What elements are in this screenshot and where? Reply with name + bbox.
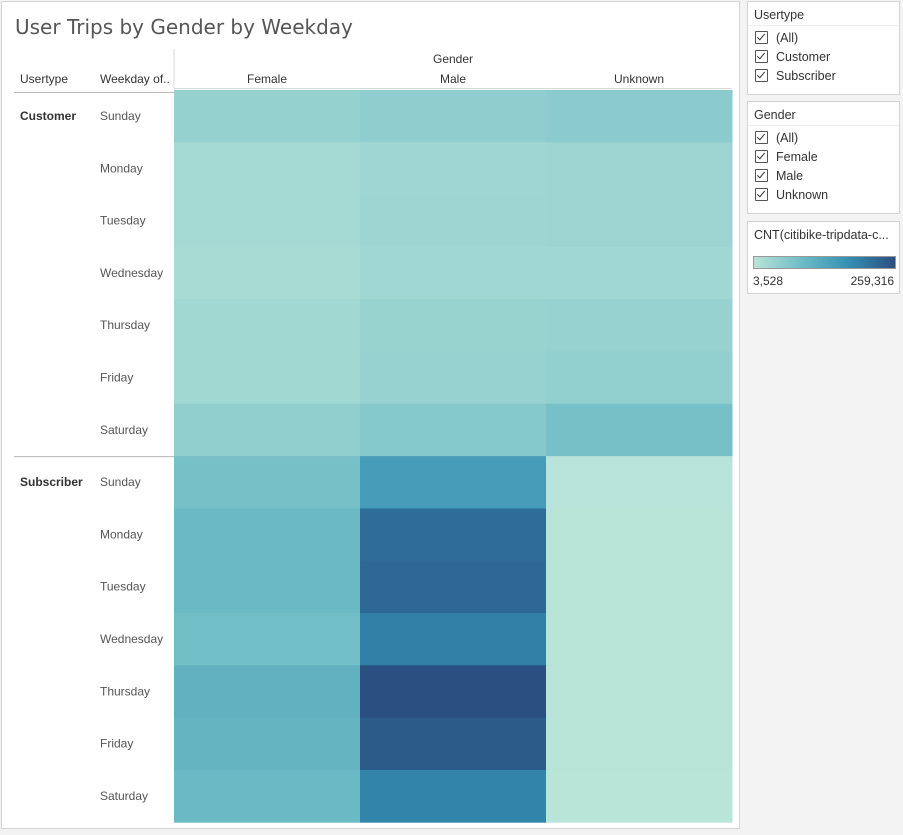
- heatmap-chart: Gender Female Male Unknown Usertype Weekday o…: [14, 49, 733, 823]
- heatmap-cell: [174, 613, 361, 666]
- weekday-label: Saturday: [100, 423, 148, 437]
- heatmap-cell: [546, 90, 733, 143]
- weekday-label: Saturday: [100, 789, 148, 803]
- heatmap-cell: [546, 613, 733, 666]
- column-label-unknown: Unknown: [614, 72, 664, 86]
- legend-max-label: 259,316: [850, 274, 894, 288]
- heatmap-cell: [174, 717, 361, 771]
- heatmap-cell: [360, 299, 547, 352]
- heatmap-cell: [360, 456, 547, 509]
- heatmap-cell: [546, 194, 733, 248]
- heatmap-cell: [360, 508, 547, 562]
- weekday-label: Wednesday: [100, 266, 163, 280]
- option-label: Unknown: [776, 187, 829, 202]
- weekday-label: Monday: [100, 527, 143, 541]
- heatmap-cell: [360, 769, 547, 823]
- heatmap-cell: [174, 665, 361, 719]
- heatmap-cell: [360, 90, 547, 143]
- heatmap-cell: [360, 717, 547, 771]
- option-label: Customer: [776, 49, 831, 64]
- weekday-column-header: Weekday of..: [100, 72, 170, 86]
- option-label: (All): [776, 30, 799, 45]
- heatmap-cell: [360, 560, 547, 614]
- heatmap-cell: [174, 90, 361, 143]
- usertype-label-customer: Customer: [20, 109, 76, 123]
- checkbox-checked-icon[interactable]: [755, 131, 768, 144]
- heatmap-cell: [174, 403, 361, 457]
- weekday-label: Monday: [100, 161, 143, 175]
- heatmap-cell: [360, 246, 547, 300]
- color-legend: CNT(citibike-tripdata-c... 3,528 259,316: [747, 221, 900, 294]
- color-legend-title: CNT(citibike-tripdata-c...: [754, 228, 889, 242]
- gender-option-female[interactable]: Female: [748, 147, 899, 166]
- usertype-option-customer[interactable]: Customer: [748, 47, 899, 66]
- heatmap-cell: [174, 351, 361, 405]
- checkbox-checked-icon[interactable]: [755, 188, 768, 201]
- weekday-label: Thursday: [100, 684, 150, 698]
- usertype-option-all[interactable]: (All): [748, 28, 899, 47]
- gender-option-unknown[interactable]: Unknown: [748, 185, 899, 204]
- checkbox-checked-icon[interactable]: [755, 69, 768, 82]
- option-label: Female: [776, 149, 818, 164]
- heatmap-cell: [546, 560, 733, 614]
- heatmap-cell: [360, 351, 547, 405]
- weekday-label: Thursday: [100, 318, 150, 332]
- heatmap-cell: [546, 508, 733, 562]
- weekday-label: Sunday: [100, 475, 141, 489]
- heatmap-cell: [360, 403, 547, 457]
- usertype-filter: Usertype (All) Customer Subscriber: [747, 1, 900, 95]
- heatmap-cell: [174, 769, 361, 823]
- heatmap-cell: [174, 246, 361, 300]
- usertype-column-header: Usertype: [20, 72, 68, 86]
- usertype-filter-title: Usertype: [748, 2, 899, 26]
- column-label-female: Female: [247, 72, 287, 86]
- heatmap-cell: [360, 613, 547, 666]
- option-label: (All): [776, 130, 799, 145]
- usertype-option-subscriber[interactable]: Subscriber: [748, 66, 899, 85]
- heatmap-cell: [174, 142, 361, 196]
- checkbox-checked-icon[interactable]: [755, 150, 768, 163]
- weekday-label: Sunday: [100, 109, 141, 123]
- weekday-label: Tuesday: [100, 580, 146, 594]
- heatmap-cell: [546, 142, 733, 196]
- checkbox-checked-icon[interactable]: [755, 169, 768, 182]
- column-label-male: Male: [440, 72, 466, 86]
- gender-filter-title: Gender: [748, 102, 899, 126]
- heatmap-cell: [360, 194, 547, 248]
- chart-title: User Trips by Gender by Weekday: [15, 15, 353, 39]
- legend-min-label: 3,528: [753, 274, 784, 288]
- heatmap-cell: [546, 769, 733, 823]
- usertype-label-subscriber: Subscriber: [20, 475, 83, 489]
- heatmap-cell: [546, 665, 733, 719]
- heatmap-cell: [546, 246, 733, 300]
- heatmap-cell: [174, 456, 361, 509]
- gender-option-male[interactable]: Male: [748, 166, 899, 185]
- heatmap-cell: [546, 299, 733, 352]
- gender-filter: Gender (All) Female Male Unknown: [747, 101, 900, 214]
- heatmap-cell: [360, 142, 547, 196]
- option-label: Subscriber: [776, 68, 836, 83]
- weekday-label: Tuesday: [100, 214, 146, 228]
- option-label: Male: [776, 168, 804, 183]
- heatmap-cell: [174, 194, 361, 248]
- heatmap-cell: [360, 665, 547, 719]
- weekday-label: Wednesday: [100, 632, 163, 646]
- heatmap-cell: [174, 560, 361, 614]
- color-gradient-bar: [753, 256, 896, 269]
- heatmap-cell: [546, 717, 733, 771]
- checkbox-checked-icon[interactable]: [755, 31, 768, 44]
- weekday-label: Friday: [100, 371, 133, 385]
- checkbox-checked-icon[interactable]: [755, 50, 768, 63]
- heatmap-cell: [546, 456, 733, 509]
- heatmap-cell: [174, 508, 361, 562]
- heatmap-cell: [546, 403, 733, 457]
- gender-option-all[interactable]: (All): [748, 128, 899, 147]
- gender-header-label: Gender: [433, 52, 473, 66]
- heatmap-cell: [174, 299, 361, 352]
- dashboard-sheet: User Trips by Gender by Weekday Gender Fe…: [1, 1, 740, 829]
- heatmap-cell: [546, 351, 733, 405]
- weekday-label: Friday: [100, 737, 133, 751]
